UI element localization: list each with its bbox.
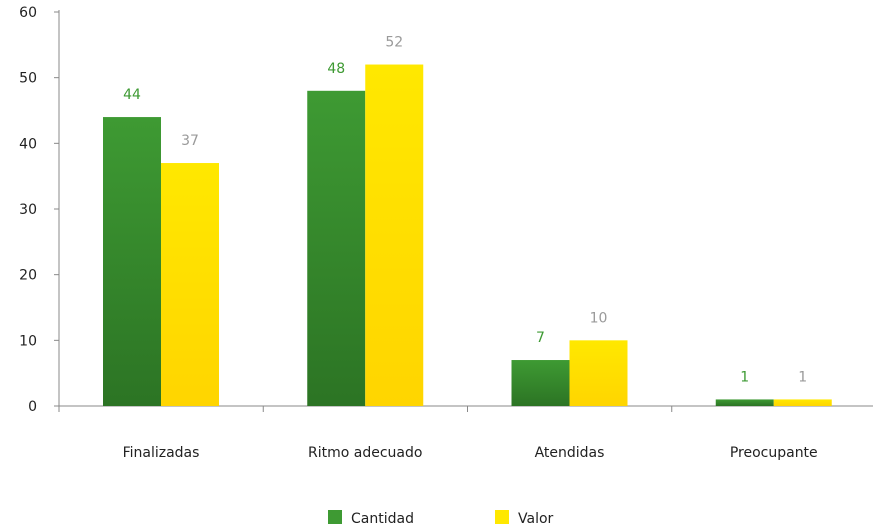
bars [103,64,832,407]
legend-label-valor: Valor [518,511,554,527]
x-category-label: Atendidas [535,445,605,461]
y-tick-label: 30 [19,202,37,218]
bar-valor-3 [773,399,832,406]
data-label-cantidad-2: 7 [536,330,545,346]
legend-swatch-valor [495,510,509,524]
y-tick-label: 20 [19,268,37,284]
legend-label-cantidad: Cantidad [351,511,414,527]
data-label-valor-1: 52 [385,35,403,51]
bar-cantidad-2 [511,360,570,406]
data-label-cantidad-1: 48 [327,61,345,77]
bar-cantidad-0 [103,117,161,407]
data-label-valor-3: 1 [798,369,807,385]
y-axis: 0 10 20 30 40 50 60 [19,5,60,415]
data-label-valor-0: 37 [181,133,199,149]
y-tick-label: 60 [19,5,37,21]
data-label-cantidad-3: 1 [740,369,749,385]
y-tick-label: 40 [19,136,37,152]
bar-valor-0 [161,163,219,406]
x-category-label: Ritmo adecuado [308,445,422,461]
bar-valor-1 [365,64,424,407]
data-label-cantidad-0: 44 [123,87,141,103]
y-tick-label: 0 [28,399,37,415]
bar-cantidad-3 [715,399,774,406]
y-tick-label: 50 [19,71,37,87]
bar-cantidad-1 [307,90,366,407]
x-category-label: Finalizadas [123,445,200,461]
legend: Cantidad Valor [328,510,554,527]
x-axis: Finalizadas Ritmo adecuado Atendidas Preocu… [58,405,873,461]
x-category-label: Preocupante [730,445,818,461]
y-tick-label: 10 [19,333,37,349]
bar-valor-2 [569,340,628,406]
legend-swatch-cantidad [328,510,342,524]
data-labels: 44 37 48 52 7 10 1 1 [123,35,807,386]
data-label-valor-2: 10 [590,310,608,326]
